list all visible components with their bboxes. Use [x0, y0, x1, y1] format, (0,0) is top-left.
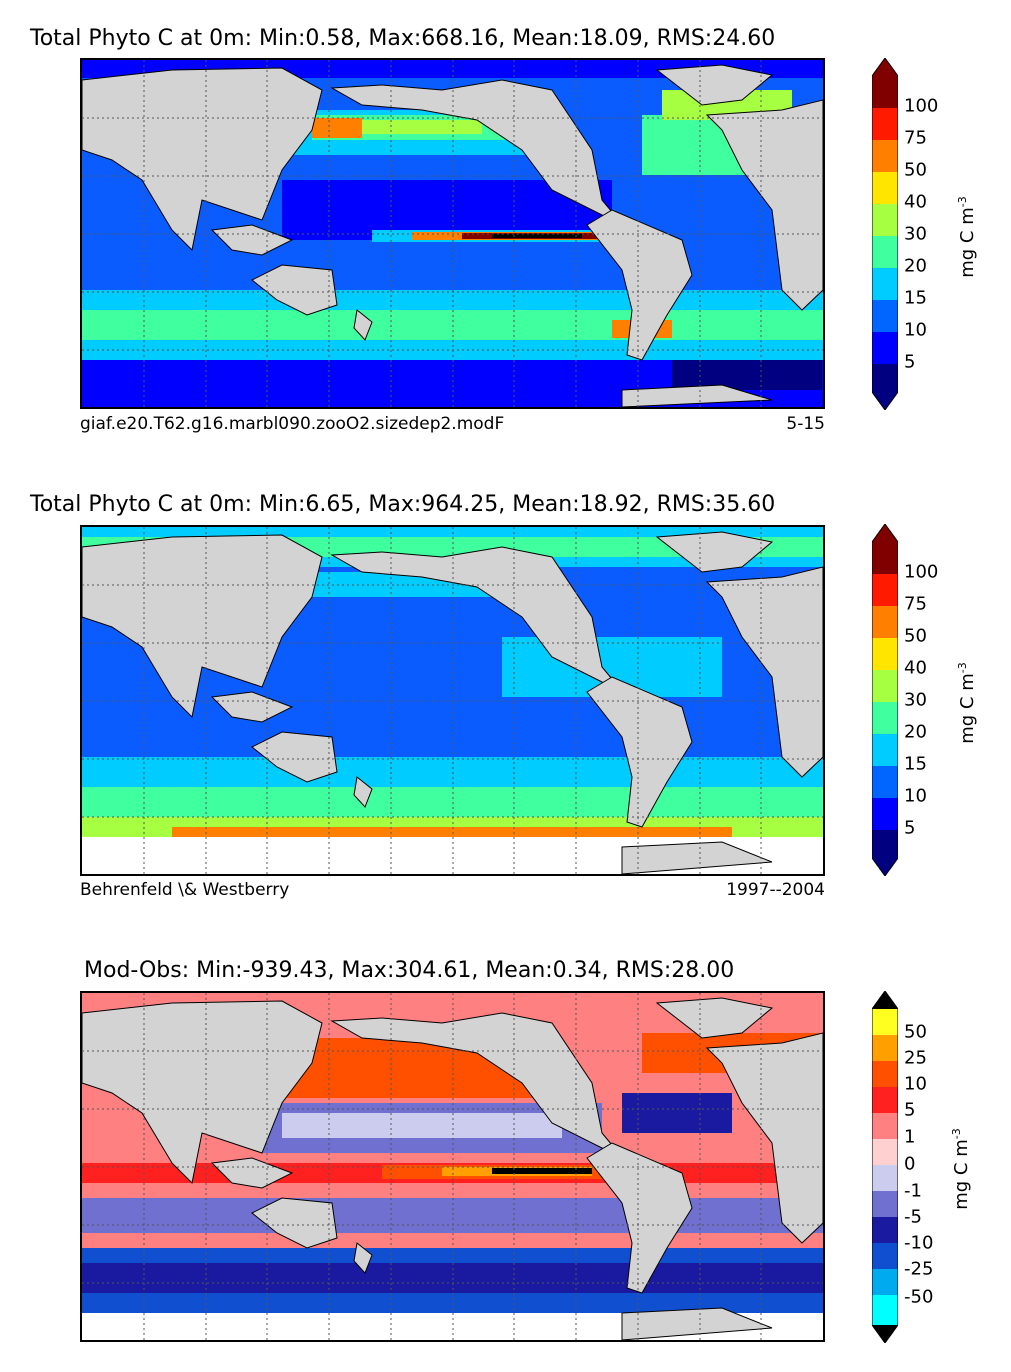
panel-2-source: Behrenfeld \& Westberry [80, 880, 290, 900]
panel-3-tick-6: -1 [904, 1180, 922, 1202]
panel-3-tick-2: 10 [904, 1073, 927, 1095]
panel-2-tick-0: 100 [904, 561, 939, 583]
panel-3-map [80, 991, 825, 1342]
panel-1-colorbar [872, 58, 898, 410]
panel-1-graticule [82, 60, 823, 407]
panel-3-tick-7: -5 [904, 1206, 922, 1228]
panel-3-tick-10: -50 [904, 1286, 934, 1308]
panel-2-title: Total Phyto C at 0m: Min:6.65, Max:964.2… [30, 492, 776, 517]
panel-3-colorbar [872, 991, 898, 1343]
panel-1-tick-8: 5 [904, 351, 916, 373]
panel-1-tick-4: 30 [904, 223, 927, 245]
panel-2-tick-8: 5 [904, 817, 916, 839]
panel-1-tick-1: 75 [904, 127, 927, 149]
panel-1-run-name: giaf.e20.T62.g16.marbl090.zooO2.sizedep2… [80, 414, 505, 434]
panel-1-tick-2: 50 [904, 159, 927, 181]
panel-1-map [80, 58, 825, 409]
panel-1-tick-5: 20 [904, 255, 927, 277]
panel-2-tick-1: 75 [904, 593, 927, 615]
panel-2-tick-5: 20 [904, 721, 927, 743]
panel-2-tick-7: 10 [904, 785, 927, 807]
panel-3-tick-1: 25 [904, 1047, 927, 1069]
panel-3-tick-9: -25 [904, 1258, 934, 1280]
panel-2-unit-label: mg C m-3 [956, 662, 978, 744]
panel-2-graticule [82, 527, 823, 874]
panel-2-years: 1997--2004 [726, 880, 825, 900]
panel-2-tick-3: 40 [904, 657, 927, 679]
panel-3-title: Mod-Obs: Min:-939.43, Max:304.61, Mean:0… [84, 958, 735, 983]
panel-1-tick-3: 40 [904, 191, 927, 213]
panel-1-title: Total Phyto C at 0m: Min:0.58, Max:668.1… [30, 26, 776, 51]
panel-3-tick-0: 50 [904, 1021, 927, 1043]
panel-2-map [80, 525, 825, 876]
panel-3-tick-8: -10 [904, 1232, 934, 1254]
panel-1-years: 5-15 [786, 414, 825, 434]
panel-2-tick-2: 50 [904, 625, 927, 647]
panel-3-tick-5: 0 [904, 1153, 916, 1175]
panel-2-tick-6: 15 [904, 753, 927, 775]
panel-3-unit-label: mg C m-3 [950, 1128, 972, 1210]
panel-2-colorbar [872, 524, 898, 876]
panel-1-tick-0: 100 [904, 95, 939, 117]
panel-3-tick-4: 1 [904, 1126, 916, 1148]
panel-3-tick-3: 5 [904, 1099, 916, 1121]
panel-2-tick-4: 30 [904, 689, 927, 711]
panel-1-tick-6: 15 [904, 287, 927, 309]
panel-1-tick-7: 10 [904, 319, 927, 341]
panel-3-graticule [82, 993, 823, 1340]
panel-1-unit-label: mg C m-3 [956, 196, 978, 278]
